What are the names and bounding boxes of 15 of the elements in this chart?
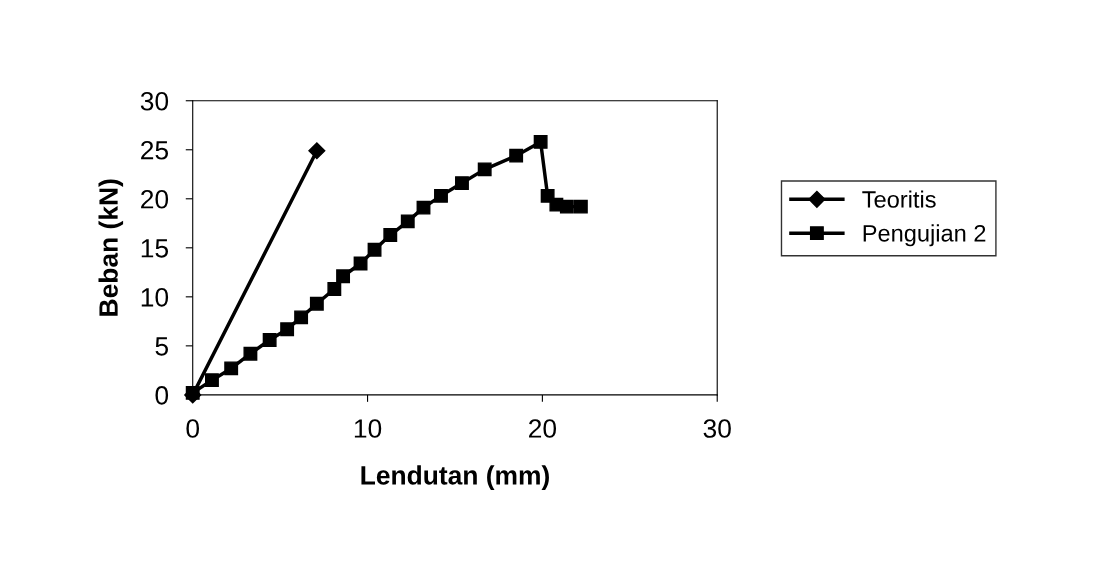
y-tick-label: 15 [141, 239, 169, 258]
x-axis-title: Lendutan (mm) [361, 465, 549, 490]
y-tick-label: 25 [141, 140, 169, 160]
y-tick-label: 10 [141, 287, 169, 307]
x-tick-label: 0 [186, 419, 200, 438]
x-tick-label: 10 [354, 419, 382, 438]
y-tick-label: 30 [140, 91, 169, 111]
x-tick-label: 20 [529, 419, 557, 438]
y-tick-label: 0 [155, 386, 169, 405]
y-tick-label: 5 [155, 337, 168, 356]
x-tick-label: 30 [703, 419, 731, 438]
legend-label: Teoritis [862, 190, 936, 208]
legend-label: Pengujian 2 [863, 224, 986, 247]
y-tick-label: 20 [141, 189, 169, 209]
y-axis-title: Beban (kN) [98, 179, 124, 316]
